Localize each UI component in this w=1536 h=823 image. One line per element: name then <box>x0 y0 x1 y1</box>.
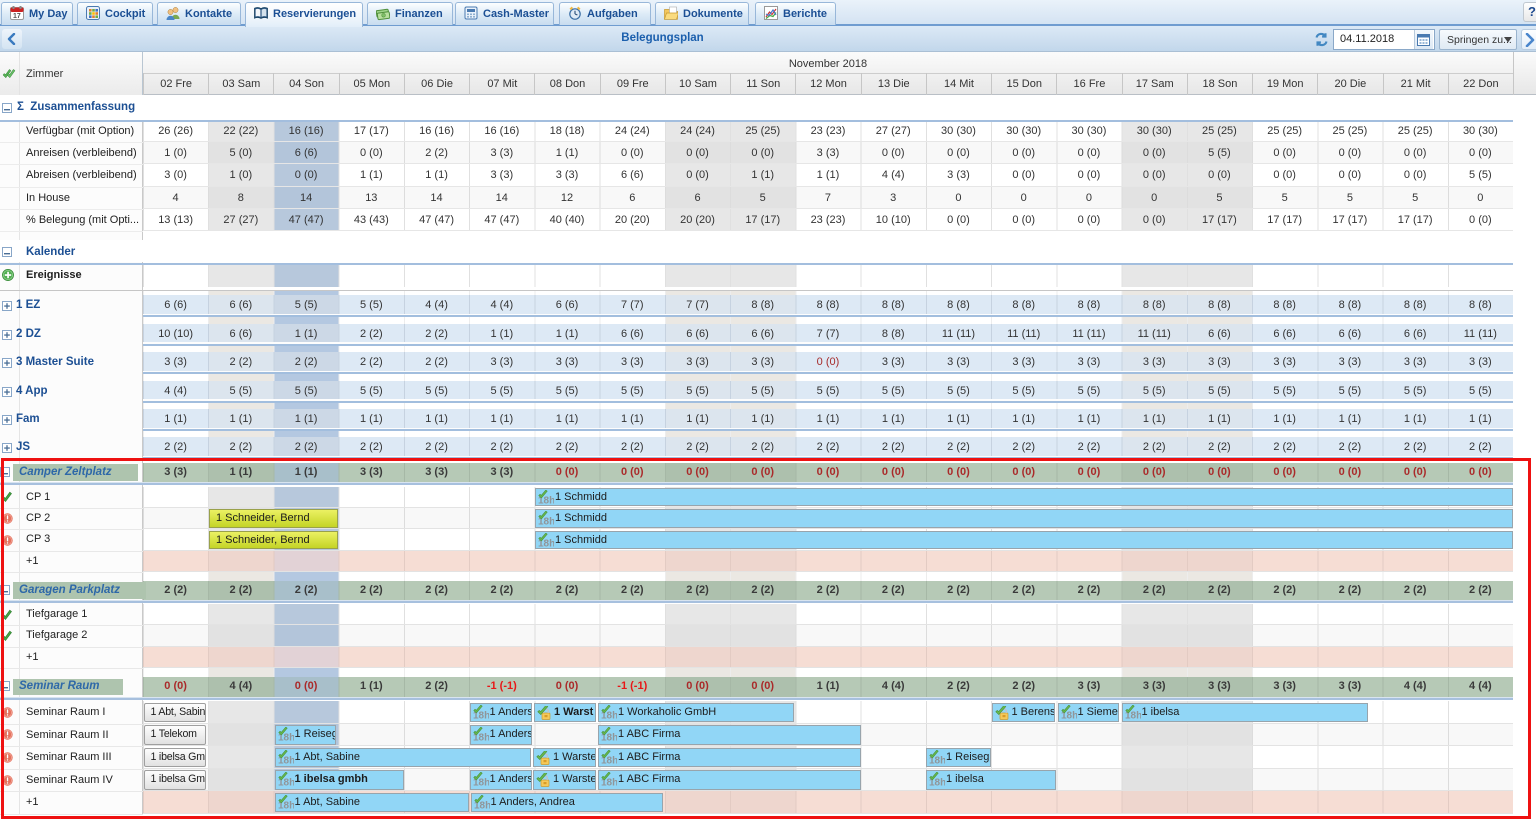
svg-text:18h: 18h <box>473 710 489 721</box>
svg-text:18h: 18h <box>278 778 294 789</box>
svg-text:18h: 18h <box>538 495 554 506</box>
svg-text:18h: 18h <box>1125 710 1141 721</box>
svg-text:18h: 18h <box>601 733 617 744</box>
svg-text:18h: 18h <box>601 710 617 721</box>
svg-text:18h: 18h <box>538 538 554 549</box>
svg-text:18h: 18h <box>601 755 617 766</box>
svg-text:18h: 18h <box>474 800 490 811</box>
svg-text:18h: 18h <box>929 755 945 766</box>
svg-text:18h: 18h <box>473 778 489 789</box>
svg-text:18h: 18h <box>929 778 945 789</box>
svg-text:18h: 18h <box>278 800 294 811</box>
svg-text:18h: 18h <box>473 733 489 744</box>
svg-text:18h: 18h <box>1061 710 1077 721</box>
svg-text:18h: 18h <box>278 755 294 766</box>
svg-text:17: 17 <box>13 13 21 20</box>
svg-text:18h: 18h <box>278 733 294 744</box>
svg-text:18h: 18h <box>538 517 554 528</box>
svg-text:18h: 18h <box>601 778 617 789</box>
